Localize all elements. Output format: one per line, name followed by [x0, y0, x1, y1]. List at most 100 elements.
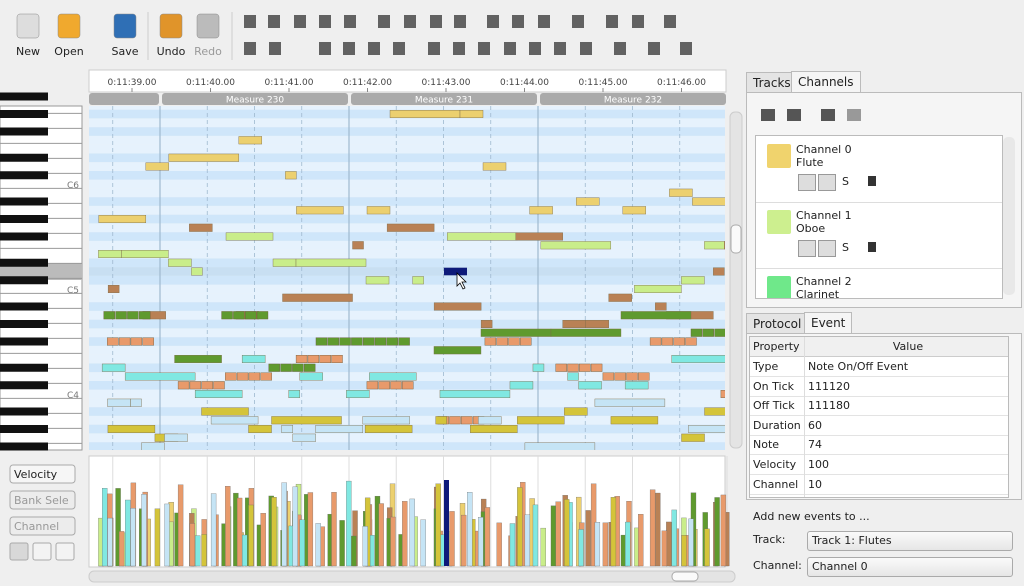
tool-button[interactable]	[368, 42, 380, 55]
tool-button[interactable]	[268, 15, 280, 28]
velocity-bar	[154, 508, 161, 567]
tool-button[interactable]	[648, 42, 660, 55]
tool-button[interactable]	[487, 15, 499, 28]
solo-button[interactable]: S	[842, 241, 849, 254]
velocity-bar	[248, 504, 254, 567]
tool-button[interactable]	[664, 15, 676, 28]
tool-button[interactable]	[454, 15, 466, 28]
tool-button[interactable]	[606, 15, 618, 28]
tool-button[interactable]	[294, 15, 306, 28]
row	[89, 106, 725, 110]
combo[interactable]	[9, 464, 76, 484]
icon[interactable]	[821, 109, 835, 121]
tool-icon[interactable]	[57, 13, 81, 39]
note	[550, 328, 622, 337]
tool-button[interactable]	[680, 42, 692, 55]
icon[interactable]	[847, 109, 861, 121]
tool-button[interactable]	[32, 542, 52, 561]
tool-button[interactable]	[244, 15, 256, 28]
toolbar-bg	[0, 0, 745, 70]
note	[130, 337, 143, 346]
solo-button[interactable]: S	[842, 175, 849, 188]
velocity-bar	[555, 501, 561, 567]
piano-button[interactable]	[868, 176, 876, 186]
field-label: Channel:	[753, 559, 802, 572]
tool-button[interactable]	[614, 42, 626, 55]
tab-protocol[interactable]: Protocol	[746, 313, 809, 334]
tool-button[interactable]	[393, 42, 405, 55]
tool-button[interactable]	[580, 42, 592, 55]
velocity-bar	[362, 526, 368, 567]
table-row: Off Tick 111180	[750, 396, 1008, 417]
tool-button[interactable]	[512, 15, 524, 28]
tool-button[interactable]	[430, 15, 442, 28]
tool-button[interactable]	[244, 42, 256, 55]
tool-button[interactable]	[428, 42, 440, 55]
tab-channels[interactable]: Channels	[791, 71, 861, 93]
tool-button[interactable]	[55, 542, 75, 561]
tab-tracks[interactable]: Tracks	[746, 72, 798, 93]
tool-icon[interactable]	[159, 13, 183, 39]
note	[248, 425, 272, 434]
note	[168, 258, 192, 267]
h-thumb[interactable]	[671, 571, 699, 582]
combo[interactable]	[9, 516, 76, 536]
h-scroll[interactable]	[88, 570, 736, 583]
combo[interactable]: Track 1: Flutes	[807, 531, 1013, 551]
velocity-bar	[177, 484, 184, 567]
combo[interactable]: Channel 0	[807, 557, 1013, 577]
v-scroll[interactable]	[729, 111, 743, 449]
tool-icon[interactable]	[113, 13, 137, 39]
icon[interactable]	[787, 109, 801, 121]
row	[89, 240, 725, 250]
tool-button[interactable]	[404, 15, 416, 28]
tool-button[interactable]	[269, 42, 281, 55]
tool-button[interactable]	[538, 15, 550, 28]
tool-button[interactable]	[478, 42, 490, 55]
tool-button[interactable]	[554, 42, 566, 55]
velocity-bar	[550, 505, 557, 567]
cell-property: Duration	[753, 418, 801, 432]
tool-button[interactable]	[343, 42, 355, 55]
combo[interactable]	[9, 490, 76, 510]
visibility-button[interactable]	[798, 174, 816, 191]
tab-event[interactable]: Event	[804, 312, 853, 334]
visibility-button[interactable]	[798, 240, 816, 257]
scrollbar[interactable]	[1003, 137, 1015, 295]
tool-button[interactable]	[632, 15, 644, 28]
note	[624, 381, 649, 390]
tool-button[interactable]	[9, 542, 29, 561]
note	[389, 109, 461, 118]
note	[127, 311, 139, 320]
note	[449, 416, 461, 425]
note	[714, 328, 725, 337]
note	[124, 372, 196, 381]
editor: New Open Save Undo Redo 0:11:39.00 0:11:40.00 0…	[0, 0, 745, 583]
tool-button[interactable]	[378, 15, 390, 28]
tool-button[interactable]	[344, 15, 356, 28]
note	[210, 416, 259, 425]
note	[386, 337, 398, 346]
mute-button[interactable]	[818, 174, 836, 191]
tool-button[interactable]	[453, 42, 465, 55]
tool-button[interactable]	[529, 42, 541, 55]
black-key	[0, 171, 48, 180]
v-thumb[interactable]	[730, 224, 742, 254]
mute-button[interactable]	[818, 240, 836, 257]
cell-value: 111120	[808, 379, 850, 393]
row	[89, 310, 725, 320]
tool-button[interactable]	[504, 42, 516, 55]
velocity-bar	[540, 527, 546, 567]
note	[164, 433, 188, 442]
tool-icon[interactable]	[16, 13, 40, 39]
velocity-bar	[714, 497, 720, 567]
tool-button[interactable]	[319, 42, 331, 55]
row	[89, 442, 725, 450]
icon[interactable]	[761, 109, 775, 121]
tool-icon[interactable]	[196, 13, 220, 39]
piano-button[interactable]	[868, 242, 876, 252]
note	[480, 320, 493, 329]
tool-button[interactable]	[572, 15, 584, 28]
note	[233, 311, 245, 320]
tool-button[interactable]	[319, 15, 331, 28]
